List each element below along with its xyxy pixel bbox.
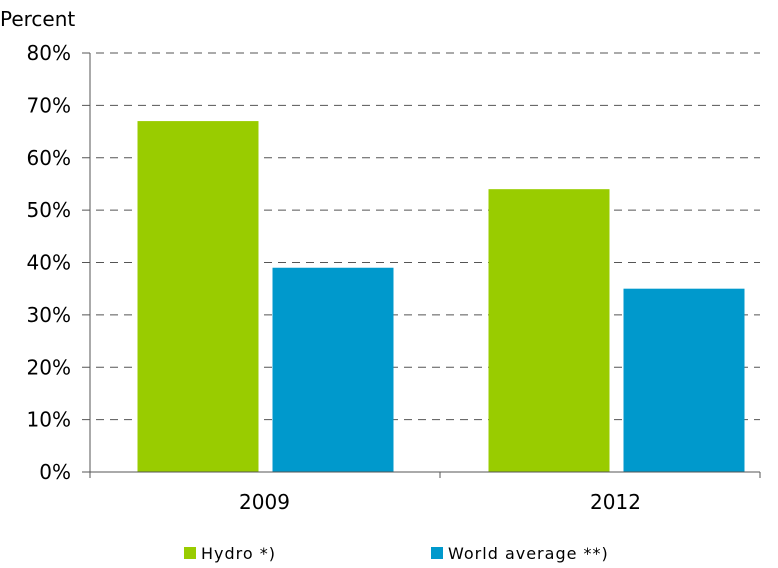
legend-swatch — [431, 547, 443, 559]
x-category-label: 2012 — [590, 490, 641, 514]
bar — [488, 189, 610, 473]
x-category-labels: 2009 2012 — [239, 490, 641, 514]
legend-label: Hydro *) — [201, 544, 276, 563]
y-tick-label: 80% — [27, 41, 71, 65]
legend-swatch — [184, 547, 196, 559]
bars — [137, 121, 745, 473]
y-tick-label: 40% — [27, 251, 71, 275]
y-tick-label: 0% — [39, 460, 71, 484]
y-tick-label: 30% — [27, 303, 71, 327]
y-tick-labels: 0% 10% 20% 30% 40% 50% 60% 70% 80% — [27, 41, 71, 484]
bar — [137, 121, 259, 473]
y-tick-label: 20% — [27, 355, 71, 379]
y-tick-label: 70% — [27, 93, 71, 117]
axes — [82, 53, 761, 478]
y-axis-unit-label: Percent — [0, 7, 75, 31]
bar — [272, 267, 394, 472]
y-tick-label: 60% — [27, 146, 71, 170]
y-tick-label: 50% — [27, 198, 71, 222]
x-category-label: 2009 — [239, 490, 290, 514]
legend: Hydro *) World average **) — [184, 544, 609, 563]
y-tick-label: 10% — [27, 408, 71, 432]
legend-label: World average **) — [448, 544, 609, 563]
bar — [623, 288, 745, 472]
